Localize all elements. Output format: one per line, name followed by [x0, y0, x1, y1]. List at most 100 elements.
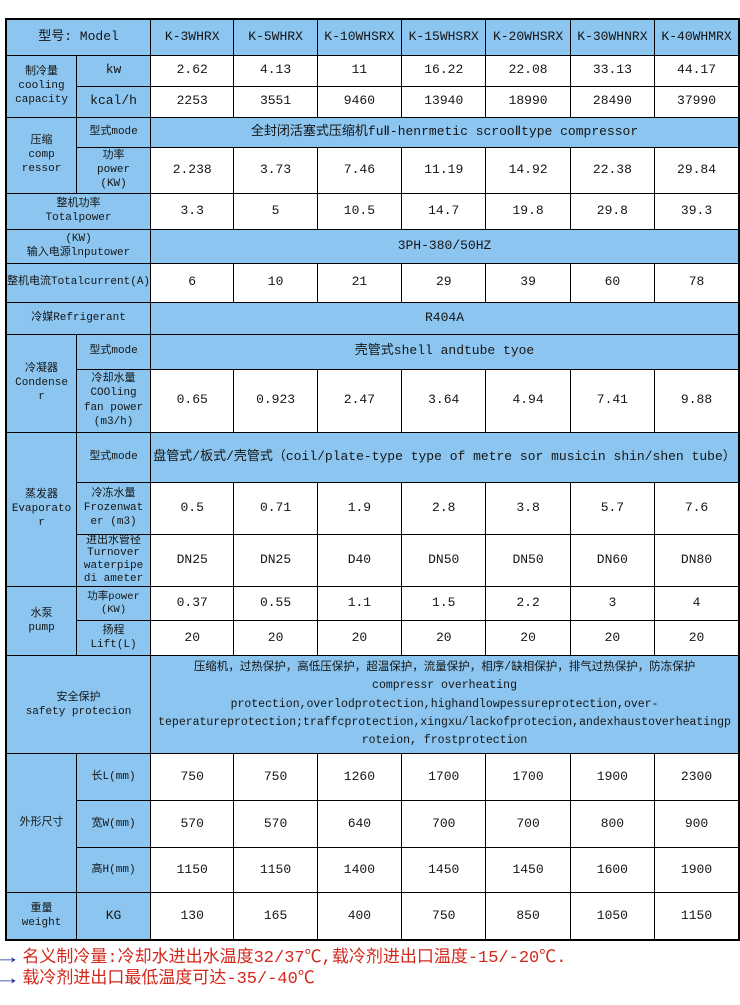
value-cell: 900 — [654, 800, 740, 849]
row-label-cell: 冷却水量 COOling fan power (m3/h) — [76, 368, 152, 433]
value-cell: 850 — [485, 892, 571, 941]
value-cell: 1900 — [569, 753, 656, 802]
value-cell: 1700 — [485, 753, 571, 802]
value-cell: 20 — [316, 620, 403, 657]
value-cell: 1150 — [233, 847, 318, 894]
row-label-cell: 制冷量 cooling capacity — [5, 54, 78, 118]
value-cell: 2.238 — [150, 146, 235, 194]
model-column-header: K-3WHRX — [150, 18, 235, 56]
value-cell: 39.3 — [654, 192, 740, 230]
value-cell: 37990 — [654, 85, 740, 118]
value-cell: 0.55 — [233, 586, 318, 622]
row-label-cell: kw — [76, 54, 152, 87]
footer-notes: → 名义制冷量:冷却水进出水温度32/37℃,载冷剂进出口温度-15/-20℃.… — [0, 947, 740, 990]
value-cell: 0.5 — [150, 481, 235, 535]
row-label-cell: KG — [76, 892, 152, 941]
value-cell: 640 — [316, 800, 403, 849]
model-column-header: K-5WHRX — [233, 18, 318, 56]
row-label-cell: 长L(mm) — [76, 753, 152, 802]
value-cell: 1.1 — [316, 586, 403, 622]
value-cell: 20 — [233, 620, 318, 657]
value-cell: 20 — [654, 620, 740, 657]
value-cell: 60 — [569, 262, 656, 303]
note-arrow-icon: → — [0, 967, 16, 990]
merged-spec-cell: 盘管式/板式/壳管式（coil/plate-type type of metre… — [150, 431, 740, 483]
value-cell: 5 — [233, 192, 318, 230]
value-cell: 14.92 — [485, 146, 571, 194]
value-cell: DN25 — [150, 533, 235, 588]
row-label-cell: 高H(mm) — [76, 847, 152, 894]
row-label-cell: 型式mode — [76, 333, 152, 370]
value-cell: 130 — [150, 892, 235, 941]
value-cell: 16.22 — [401, 54, 487, 87]
value-cell: 9.88 — [654, 368, 740, 433]
row-label-cell: 安全保护 safety protecion — [5, 655, 152, 755]
value-cell: 6 — [150, 262, 235, 303]
value-cell: 33.13 — [569, 54, 656, 87]
value-cell: DN25 — [233, 533, 318, 588]
value-cell: 700 — [485, 800, 571, 849]
value-cell: 0.37 — [150, 586, 235, 622]
value-cell: 2.47 — [316, 368, 403, 433]
note-line: → 名义制冷量:冷却水进出水温度32/37℃,载冷剂进出口温度-15/-20℃. — [0, 947, 740, 969]
value-cell: 78 — [654, 262, 740, 303]
value-cell: 0.923 — [233, 368, 318, 433]
value-cell: 2253 — [150, 85, 235, 118]
value-cell: D40 — [316, 533, 403, 588]
value-cell: 7.46 — [316, 146, 403, 194]
value-cell: 18990 — [485, 85, 571, 118]
row-label-cell: 外形尺寸 — [5, 753, 78, 894]
value-cell: 1900 — [654, 847, 740, 894]
value-cell: 165 — [233, 892, 318, 941]
value-cell: 1450 — [401, 847, 487, 894]
value-cell: 13940 — [401, 85, 487, 118]
merged-spec-cell: 3PH-380/50HZ — [150, 228, 740, 264]
model-column-header: K-15WHSRX — [401, 18, 487, 56]
value-cell: 2.2 — [485, 586, 571, 622]
value-cell: 3.8 — [485, 481, 571, 535]
value-cell: 20 — [569, 620, 656, 657]
model-column-header: K-20WHSRX — [485, 18, 571, 56]
value-cell: 3 — [569, 586, 656, 622]
value-cell: DN50 — [401, 533, 487, 588]
row-label-cell: 型式mode — [76, 431, 152, 483]
value-cell: 570 — [233, 800, 318, 849]
row-label-cell: 宽W(mm) — [76, 800, 152, 849]
model-column-header: K-40WHMRX — [654, 18, 740, 56]
value-cell: 0.65 — [150, 368, 235, 433]
value-cell: 29 — [401, 262, 487, 303]
value-cell: 11.19 — [401, 146, 487, 194]
value-cell: 10 — [233, 262, 318, 303]
merged-spec-cell: 全封闭活塞式压缩机fuⅡ-henrmetic scrooⅡtype compre… — [150, 116, 740, 148]
value-cell: 1700 — [401, 753, 487, 802]
value-cell: 14.7 — [401, 192, 487, 230]
value-cell: 2.62 — [150, 54, 235, 87]
value-cell: DN50 — [485, 533, 571, 588]
value-cell: 750 — [233, 753, 318, 802]
note-text: 名义制冷量:冷却水进出水温度32/37℃,载冷剂进出口温度-15/-20℃. — [22, 948, 567, 968]
value-cell: 1450 — [485, 847, 571, 894]
value-cell: 20 — [150, 620, 235, 657]
value-cell: 1.5 — [401, 586, 487, 622]
row-label-cell: (KW) 输入电源lnputower — [5, 228, 152, 264]
value-cell: 4.94 — [485, 368, 571, 433]
value-cell: 11 — [316, 54, 403, 87]
value-cell: 22.38 — [569, 146, 656, 194]
value-cell: 4.13 — [233, 54, 318, 87]
value-cell: 3.3 — [150, 192, 235, 230]
value-cell: 44.17 — [654, 54, 740, 87]
row-label-cell: 水泵 pump — [5, 586, 78, 657]
value-cell: 0.71 — [233, 481, 318, 535]
value-cell: 5.7 — [569, 481, 656, 535]
row-label-cell: 功率 power (KW) — [76, 146, 152, 194]
value-cell: 1600 — [569, 847, 656, 894]
row-label-cell: 压缩 comp ressor — [5, 116, 78, 194]
value-cell: 10.5 — [316, 192, 403, 230]
value-cell: 20 — [401, 620, 487, 657]
merged-spec-cell: R404A — [150, 301, 740, 335]
value-cell: DN80 — [654, 533, 740, 588]
row-label-cell: 重量 weight — [5, 892, 78, 941]
value-cell: 39 — [485, 262, 571, 303]
row-label-cell: 整机电流Totalcurrent(A) — [5, 262, 152, 303]
value-cell: 750 — [401, 892, 487, 941]
